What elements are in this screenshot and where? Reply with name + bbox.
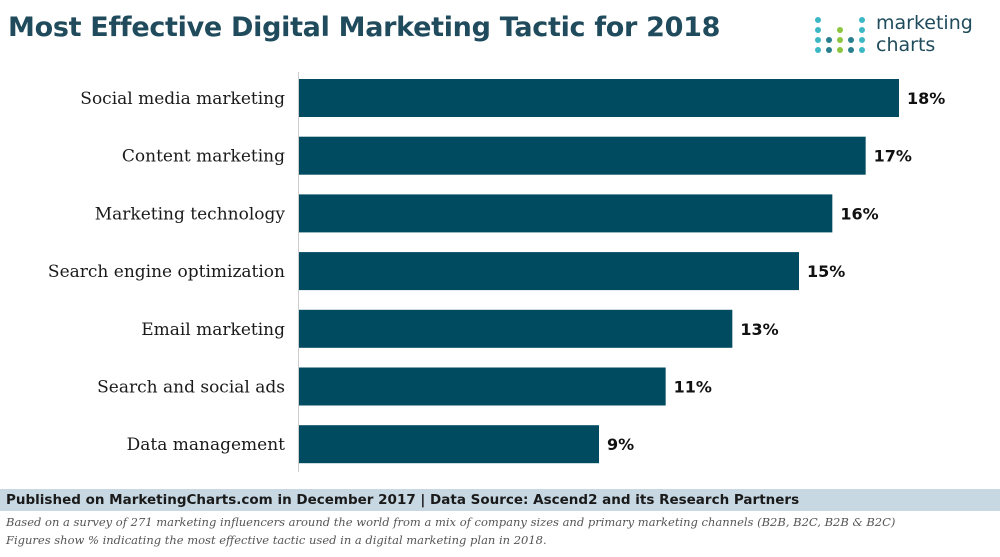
footer-note-survey: Based on a survey of 271 marketing influ… — [6, 515, 896, 529]
bar-data-management — [299, 425, 599, 464]
logo-line-2: charts — [876, 34, 936, 56]
value-label: 11% — [674, 378, 712, 397]
marketingcharts-logo: marketing charts — [812, 12, 992, 62]
logo-dots-icon — [815, 17, 865, 53]
value-label: 13% — [740, 320, 778, 339]
category-label: Social media marketing — [80, 89, 285, 109]
value-label: 18% — [907, 89, 945, 108]
footer-band — [0, 489, 1000, 511]
category-label: Email marketing — [141, 320, 285, 340]
chart-title: Most Effective Digital Marketing Tactic … — [8, 12, 721, 43]
footer-published: Published on MarketingCharts.com in Dece… — [6, 492, 800, 508]
logo-line-1: marketing — [876, 12, 973, 34]
value-label: 9% — [607, 435, 634, 454]
value-label: 15% — [807, 262, 845, 281]
bar-search-and-social-ads — [299, 367, 666, 406]
category-label: Search engine optimization — [48, 262, 285, 282]
category-label: Search and social ads — [97, 378, 285, 398]
bar-marketing-technology — [299, 194, 833, 233]
bar-chart: Social media marketing 18% Content marketi… — [48, 72, 945, 472]
category-label: Content marketing — [122, 147, 285, 167]
bar-content-marketing — [299, 136, 866, 175]
logo-wordmark: marketing charts — [876, 12, 973, 56]
bar-social-media-marketing — [299, 79, 899, 117]
footer-note-figures: Figures show % indicating the most effec… — [6, 533, 547, 547]
bar-email-marketing — [299, 309, 733, 348]
value-label: 17% — [874, 147, 912, 166]
category-label: Data management — [127, 435, 286, 455]
category-label: Marketing technology — [95, 204, 286, 224]
bar-search-engine-optimization — [299, 252, 799, 291]
value-label: 16% — [840, 204, 878, 223]
bar-series: Social media marketing 18% Content marketi… — [48, 79, 945, 464]
